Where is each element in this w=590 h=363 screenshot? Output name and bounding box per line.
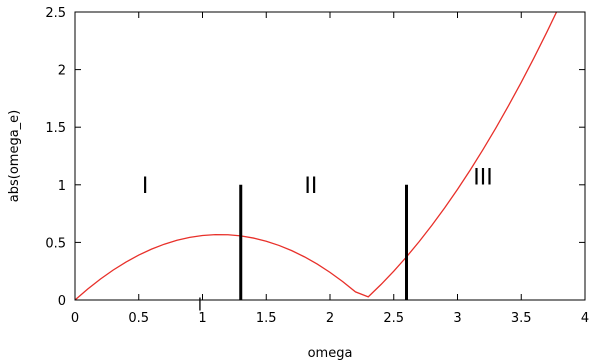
x-tick-label: 0.5 xyxy=(128,311,149,326)
y-axis-label: abs(omega_e) xyxy=(7,110,22,202)
curve-layer xyxy=(75,12,558,300)
vertical-lines-layer xyxy=(239,184,408,300)
region-label: II xyxy=(304,174,317,199)
y-tick-label: 0.5 xyxy=(45,236,66,251)
x-tick-label: 3 xyxy=(453,311,461,326)
region-label: III xyxy=(473,166,492,191)
plot-frame xyxy=(74,11,586,301)
x-tick-label: 0 xyxy=(71,311,79,326)
series-line xyxy=(75,12,558,300)
y-tick-label: 2.5 xyxy=(45,6,66,21)
x-tick-label: 4 xyxy=(581,311,589,326)
x-tick-label: 3.5 xyxy=(511,311,532,326)
x-tick-label: 2 xyxy=(326,311,334,326)
x-axis-label: omega xyxy=(308,346,353,361)
y-tick-label: 1 xyxy=(58,179,66,194)
x-tick-label: 2.5 xyxy=(383,311,404,326)
y-tick-label: 1.5 xyxy=(45,121,66,136)
region-label: I xyxy=(142,174,149,199)
y-tick-label: 2 xyxy=(58,64,66,79)
y-tick-label: 0 xyxy=(58,294,66,309)
ticks-layer: 0 0.5 1 1.5 2 2.5 3 3.5 4 0 0.5 1 1.5 2 2.5 xyxy=(45,6,589,326)
x-tick-label: 1 xyxy=(198,311,206,326)
annotation-label-small: I xyxy=(197,294,202,315)
x-tick-label: 1.5 xyxy=(256,311,277,326)
